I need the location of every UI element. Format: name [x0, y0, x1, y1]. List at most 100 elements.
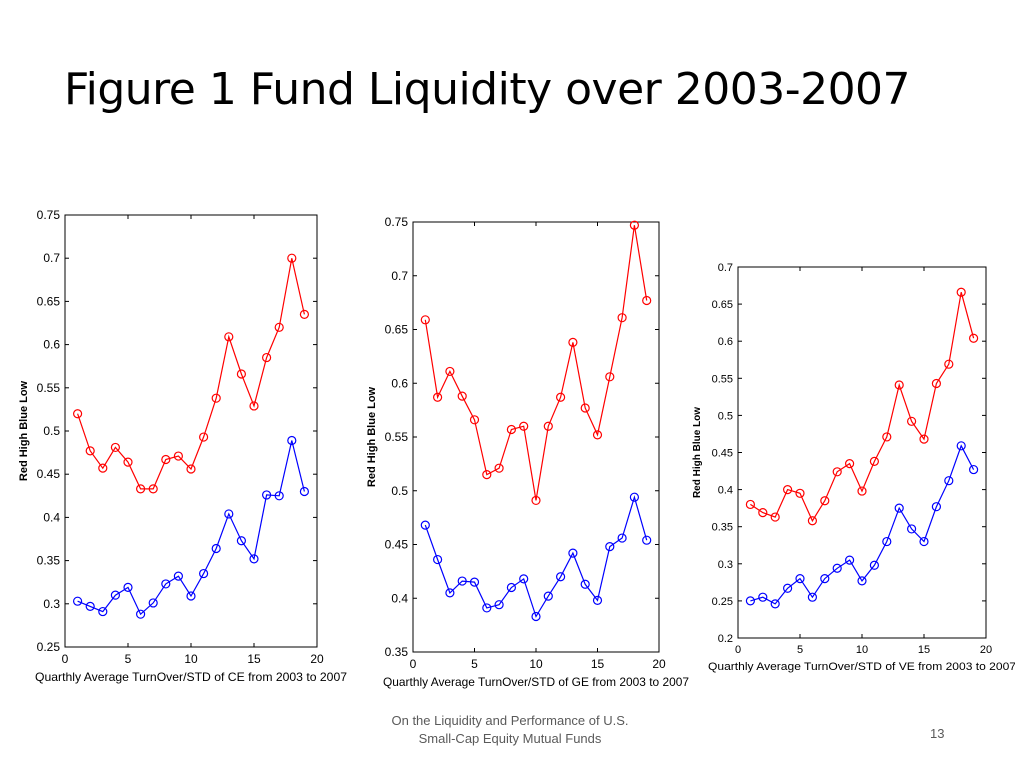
data-point-high — [617, 313, 627, 323]
footer-line-1: On the Liquidity and Performance of U.S. — [391, 713, 629, 728]
data-point-low — [506, 582, 516, 593]
slide-footer: On the Liquidity and Performance of U.S.… — [360, 712, 660, 748]
data-point-low — [494, 600, 504, 610]
y-tick-label: 0.25 — [712, 596, 733, 608]
data-point-low — [592, 595, 603, 605]
x-tick-label: 5 — [471, 657, 478, 671]
y-tick-label: 0.65 — [712, 299, 733, 311]
data-point-low — [123, 582, 133, 592]
data-point-high — [249, 401, 259, 411]
data-point-low — [770, 599, 780, 609]
footer-line-2: Small-Cap Equity Mutual Funds — [418, 731, 602, 746]
data-point-high — [770, 512, 780, 522]
data-point-low — [869, 560, 879, 570]
series-line-high — [424, 225, 648, 501]
data-point-high — [161, 454, 171, 465]
data-point-low — [249, 554, 259, 564]
plot-frame — [64, 214, 318, 648]
data-point-low — [519, 574, 529, 584]
data-point-high — [85, 446, 95, 456]
data-point-low — [445, 588, 455, 598]
x-axis-label: Quarthly Average TurnOver/STD of VE from… — [708, 661, 1015, 673]
y-tick-label: 0.5 — [718, 410, 733, 422]
data-point-low — [907, 524, 917, 534]
series-line-high — [750, 292, 975, 523]
data-point-low — [482, 603, 492, 613]
y-tick-label: 0.45 — [37, 467, 61, 481]
data-point-high — [568, 337, 578, 347]
data-point-low — [420, 520, 430, 530]
data-point-high — [556, 392, 566, 402]
x-tick-label: 15 — [591, 657, 605, 671]
series-line-low — [750, 444, 975, 605]
y-tick-label: 0.75 — [385, 215, 409, 229]
data-point-high — [469, 415, 480, 425]
data-point-high — [956, 287, 966, 297]
data-point-low — [845, 555, 855, 565]
data-point-high — [832, 467, 842, 477]
y-tick-label: 0.55 — [712, 373, 733, 385]
data-point-low — [832, 563, 842, 573]
y-tick-label: 0.6 — [43, 338, 60, 352]
data-point-high — [745, 499, 756, 510]
y-tick-label: 0.3 — [718, 559, 733, 571]
data-point-high — [642, 295, 652, 306]
data-point-high — [299, 309, 309, 319]
data-point-high — [845, 459, 855, 469]
series-line-low — [77, 440, 305, 616]
data-point-high — [173, 451, 183, 461]
data-point-low — [617, 533, 627, 543]
data-point-high — [236, 369, 246, 379]
data-point-high — [110, 442, 121, 453]
data-point-high — [287, 253, 297, 263]
x-tick-label: 0 — [62, 652, 69, 666]
data-point-low — [110, 590, 121, 600]
x-tick-label: 15 — [247, 652, 261, 666]
data-point-high — [519, 421, 529, 431]
series-line-high — [77, 258, 305, 490]
data-point-low — [820, 574, 830, 584]
data-point-high — [262, 352, 272, 363]
data-point-low — [98, 606, 108, 617]
x-tick-label: 10 — [856, 644, 868, 656]
data-point-high — [72, 409, 83, 419]
data-point-low — [262, 490, 272, 500]
data-point-high — [919, 434, 929, 444]
y-tick-label: 0.25 — [37, 640, 61, 654]
data-point-high — [482, 470, 492, 480]
chart-ge-liquidity: 0.35 0.4 0.45 0.5 0.55 0.6 0.65 0.7 0.75 0 5 10 15 20… — [366, 215, 689, 689]
y-tick-label: 0.7 — [391, 269, 408, 283]
slide-title: Figure 1 Fund Liquidity over 2003-2007 — [64, 64, 911, 115]
y-tick-label: 0.5 — [391, 484, 408, 498]
data-point-high — [445, 366, 455, 377]
x-tick-label: 10 — [529, 657, 543, 671]
data-point-low — [543, 591, 553, 601]
y-tick-label: 0.65 — [385, 323, 409, 337]
data-point-high — [807, 516, 818, 526]
data-point-high — [857, 486, 867, 496]
data-point-low — [580, 579, 590, 589]
x-tick-label: 5 — [125, 652, 132, 666]
data-point-high — [580, 403, 590, 413]
data-point-low — [432, 554, 443, 565]
data-point-low — [807, 592, 818, 602]
y-tick-label: 0.45 — [712, 448, 733, 460]
y-axis-label: Red High Blue Low — [366, 386, 378, 487]
data-point-low — [211, 543, 221, 554]
y-tick-label: 0.35 — [712, 522, 733, 534]
x-tick-label: 15 — [918, 644, 930, 656]
data-point-high — [432, 392, 443, 402]
data-point-high — [123, 457, 133, 467]
data-point-low — [85, 601, 95, 611]
data-point-low — [919, 536, 929, 547]
y-axis-label: Red High Blue Low — [18, 380, 30, 481]
y-axis-label: Red High Blue Low — [692, 407, 703, 498]
data-point-low — [161, 579, 171, 589]
data-point-high — [869, 456, 879, 467]
data-point-high — [199, 432, 209, 442]
data-point-high — [543, 421, 553, 431]
x-axis-label: Quarthly Average TurnOver/STD of CE from… — [35, 670, 347, 684]
data-point-high — [211, 393, 221, 403]
y-tick-label: 0.7 — [43, 251, 60, 265]
data-point-low — [531, 611, 541, 622]
